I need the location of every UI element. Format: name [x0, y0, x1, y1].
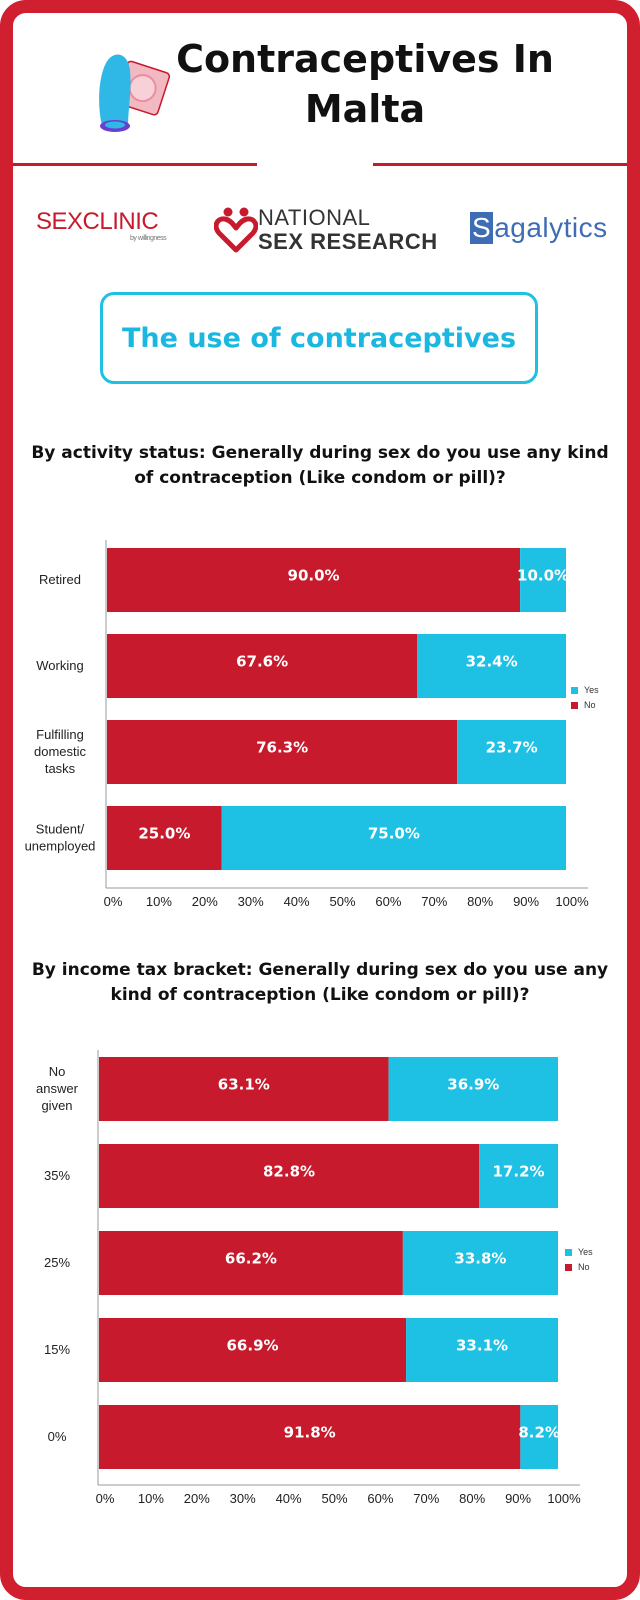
data-label-retired-yes: 10.0% [517, 567, 569, 585]
legend-swatch-yes [565, 1249, 572, 1256]
bar-15-no [99, 1318, 407, 1382]
bar-no-answer-given-no [99, 1057, 389, 1121]
nsr-logo-line1: NATIONAL [258, 205, 371, 230]
category-label-working: Working [36, 658, 83, 673]
category-label-15: 15% [44, 1342, 70, 1357]
legend-label-no: No [584, 700, 596, 710]
data-label-student-unemployed-yes: 75.0% [368, 825, 420, 843]
bar-working-no [107, 634, 418, 698]
sexclinic-logo-sub: by willingness [130, 235, 167, 242]
header-divider-right [373, 163, 627, 166]
bar-fulfilling-domestic-tasks-no [107, 720, 458, 784]
sagalytics-logo-rest: agalytics [494, 212, 608, 243]
x-tick-label-70: 70% [421, 894, 447, 909]
chart-income-tax-bracket: 63.1% 36.9% No answer given 82.8% 17.2% 35% 66.2… [36, 1050, 593, 1506]
x-tick-label-100: 100% [555, 894, 589, 909]
bar-working-yes [417, 634, 566, 698]
data-label-fulfilling-domestic-tasks-yes: 23.7% [486, 739, 538, 757]
x-tick-label-100: 100% [547, 1491, 581, 1506]
data-label-15-yes: 33.1% [456, 1337, 508, 1355]
x-tick-label-10: 10% [138, 1491, 164, 1506]
category-label-fulfilling-domestic-tasks: Fulfilling domestic tasks [34, 727, 87, 776]
page-title: Contraceptives In Malta [150, 34, 580, 134]
x-tick-label-90: 90% [513, 894, 539, 909]
section-title-box: The use of contraceptives [100, 292, 538, 384]
category-label-no-answer-given: No answer given [36, 1064, 79, 1113]
data-label-retired-no: 90.0% [288, 567, 340, 585]
data-label-no-answer-given-yes: 36.9% [447, 1076, 499, 1094]
heart-people-icon [214, 207, 258, 253]
sexclinic-logo-bold: SEX [36, 208, 83, 235]
data-label-student-unemployed-no: 25.0% [138, 825, 190, 843]
x-tick-label-0: 0% [104, 894, 123, 909]
x-tick-label-70: 70% [413, 1491, 439, 1506]
section-title: The use of contraceptives [121, 322, 517, 354]
data-label-25-yes: 33.8% [454, 1250, 506, 1268]
category-label-25: 25% [44, 1255, 70, 1270]
category-label-student-unemployed: Student/unemployed [25, 822, 96, 854]
legend-swatch-no [571, 702, 578, 709]
data-label-35-no: 82.8% [263, 1163, 315, 1181]
sexclinic-logo: SEXCLINIC by willingness [36, 208, 167, 242]
legend-swatch-no [565, 1264, 572, 1271]
data-label-15-no: 66.9% [227, 1337, 279, 1355]
x-tick-label-90: 90% [505, 1491, 531, 1506]
sagalytics-logo-s: S [470, 212, 494, 244]
x-tick-label-40: 40% [284, 894, 310, 909]
x-tick-label-10: 10% [146, 894, 172, 909]
bar-0-yes [520, 1405, 558, 1469]
data-label-working-no: 67.6% [236, 653, 288, 671]
x-tick-label-60: 60% [367, 1491, 393, 1506]
x-tick-label-30: 30% [230, 1491, 256, 1506]
data-label-0-no: 91.8% [284, 1424, 336, 1442]
data-label-35-yes: 17.2% [493, 1163, 545, 1181]
x-tick-label-80: 80% [467, 894, 493, 909]
bar-25-yes [402, 1231, 558, 1295]
legend-label-yes: Yes [584, 685, 599, 695]
bar-retired-no [107, 548, 521, 612]
nsr-logo-line2: SEX RESEARCH [258, 229, 438, 254]
x-tick-label-40: 40% [276, 1491, 302, 1506]
chart-activity-status: 90.0% 10.0% Retired 67.6% 32.4% Working 76.3% 2… [25, 540, 599, 909]
data-label-no-answer-given-no: 63.1% [218, 1076, 270, 1094]
legend-label-no: No [578, 1262, 590, 1272]
x-tick-label-50: 50% [329, 894, 355, 909]
data-label-working-yes: 32.4% [466, 653, 518, 671]
title-line-2: Malta [304, 87, 426, 131]
x-tick-label-30: 30% [238, 894, 264, 909]
chart-2-title: By income tax bracket: Generally during … [31, 960, 609, 1005]
bar-student-unemployed-no [107, 806, 222, 870]
title-line-1: Contraceptives In [176, 37, 554, 81]
condom-and-wrapper-icon [99, 54, 171, 132]
bar-no-answer-given-yes [388, 1057, 558, 1121]
x-tick-label-60: 60% [375, 894, 401, 909]
data-label-25-no: 66.2% [225, 1250, 277, 1268]
category-label-0: 0% [48, 1429, 67, 1444]
chart-1-title: By activity status: Generally during sex… [31, 443, 609, 488]
legend-label-yes: Yes [578, 1247, 593, 1257]
data-label-fulfilling-domestic-tasks-no: 76.3% [256, 739, 308, 757]
bar-35-no [99, 1144, 480, 1208]
data-label-0-yes: 8.2% [518, 1424, 560, 1442]
legend-swatch-yes [571, 687, 578, 694]
sexclinic-logo-thin: CLINIC [82, 208, 159, 235]
category-label-35: 35% [44, 1168, 70, 1183]
bar-15-yes [406, 1318, 558, 1382]
bar-0-no [99, 1405, 521, 1469]
category-label-retired: Retired [39, 572, 81, 587]
x-tick-label-80: 80% [459, 1491, 485, 1506]
bar-fulfilling-domestic-tasks-yes [457, 720, 566, 784]
bar-25-no [99, 1231, 403, 1295]
bar-35-yes [479, 1144, 558, 1208]
bar-student-unemployed-yes [221, 806, 566, 870]
x-tick-label-20: 20% [184, 1491, 210, 1506]
x-tick-label-0: 0% [96, 1491, 115, 1506]
x-tick-label-20: 20% [192, 894, 218, 909]
bar-retired-yes [520, 548, 566, 612]
header-divider-left [13, 163, 257, 166]
x-tick-label-50: 50% [321, 1491, 347, 1506]
